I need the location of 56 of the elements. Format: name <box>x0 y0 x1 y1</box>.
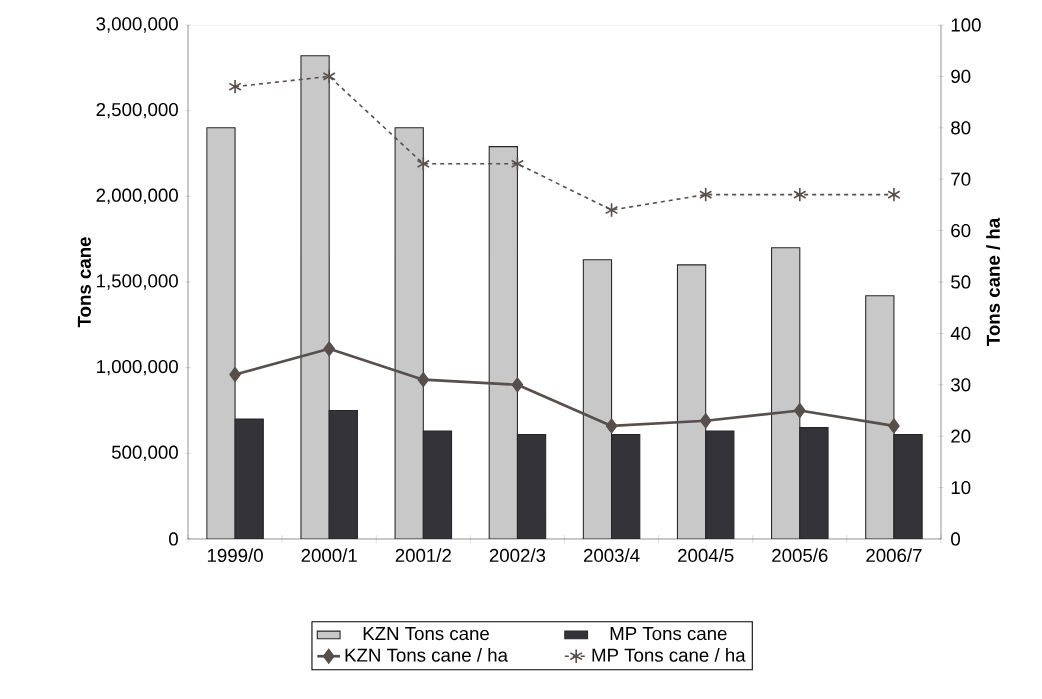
point <box>323 341 335 357</box>
x-tick-label: 2005/6 <box>772 548 828 563</box>
y2-tick-label: 0 <box>951 532 960 546</box>
bar <box>488 146 518 539</box>
point <box>417 372 430 388</box>
point <box>416 156 430 172</box>
point <box>604 202 619 218</box>
point <box>793 187 807 203</box>
y2-tick-label: 60 <box>951 223 971 238</box>
y2-tick-label: 100 <box>951 18 981 32</box>
y-tick-label: 1,500,000 <box>97 274 178 290</box>
y2-tick-label: 10 <box>951 480 971 495</box>
point <box>888 418 900 434</box>
point <box>322 68 336 84</box>
bar <box>206 127 236 539</box>
y-tick-label: 500,000 <box>111 445 178 462</box>
point <box>229 367 241 382</box>
legend-label: MP Tons cane <box>610 627 727 641</box>
y2-tick-label: 20 <box>951 429 971 443</box>
x-tick-label: 2000/1 <box>301 548 357 563</box>
bar <box>582 259 613 539</box>
bar <box>771 247 801 539</box>
y-axis-title: Tons cane <box>77 237 91 328</box>
y2-tick-label: 70 <box>951 172 971 186</box>
point <box>605 418 618 434</box>
x-tick-label: 2006/7 <box>866 548 922 563</box>
legend-label: KZN Tons cane <box>363 627 489 641</box>
point <box>887 187 901 203</box>
legend-label: MP Tons cane / ha <box>592 648 746 662</box>
bar <box>676 264 707 539</box>
y-tick-label: 2,000,000 <box>96 188 178 205</box>
y2-axis-title: Tons cane / ha <box>986 217 1001 346</box>
point <box>794 403 806 418</box>
y-tick-label: 0 <box>169 532 178 546</box>
y2-tick-label: 40 <box>950 326 971 340</box>
y-tick-label: 1,000,000 <box>97 359 178 376</box>
x-tick-label: 2002/3 <box>489 548 546 563</box>
point <box>510 156 525 172</box>
bar <box>394 127 424 539</box>
x-tick-label: 2003/4 <box>583 548 640 563</box>
point <box>228 79 242 95</box>
x-tick-label: 2004/5 <box>678 548 734 563</box>
point <box>699 187 713 203</box>
y-tick-label: 3,000,000 <box>96 17 178 33</box>
y2-tick-label: 30 <box>951 378 971 392</box>
bar <box>865 295 895 539</box>
bar <box>300 55 330 539</box>
y2-tick-label: 80 <box>951 121 971 135</box>
y-tick-label: 2,500,000 <box>96 102 178 119</box>
legend-label: KZN Tons cane / ha <box>345 648 508 662</box>
x-tick-label: 2001/2 <box>395 548 451 563</box>
x-tick-label: 1999/0 <box>207 548 263 563</box>
y2-tick-label: 90 <box>951 69 971 84</box>
point <box>699 413 712 429</box>
point <box>511 377 524 393</box>
y2-tick-label: 50 <box>951 275 971 289</box>
